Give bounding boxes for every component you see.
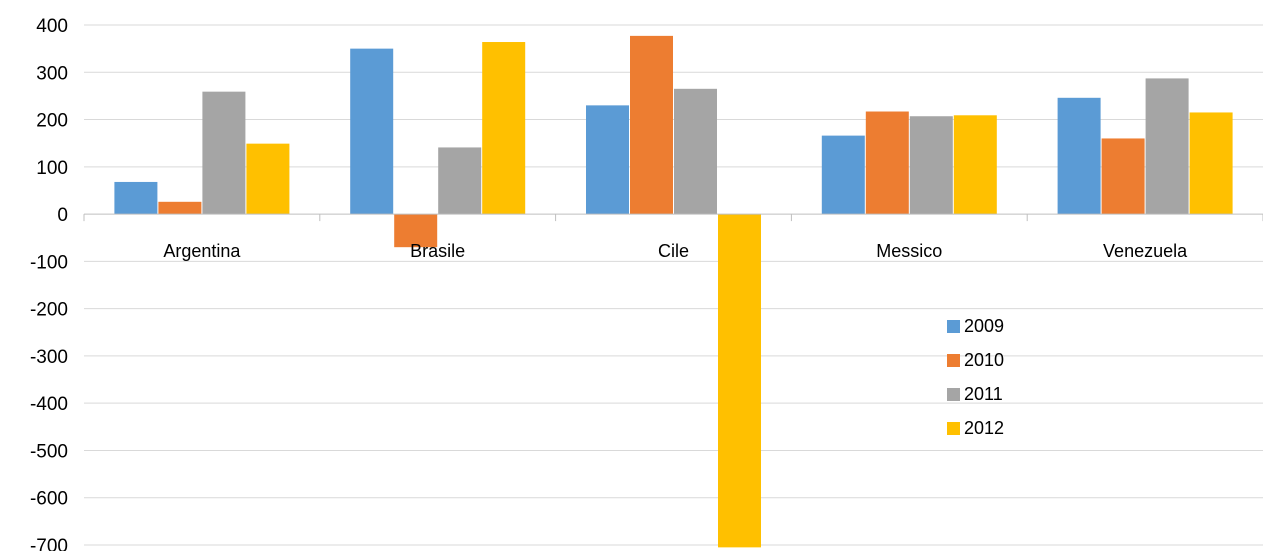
y-tick-label: 200 [36, 111, 68, 132]
y-tick-label: -100 [30, 252, 68, 273]
y-tick-label: 100 [36, 158, 68, 179]
bar-venezuela-2011 [1145, 78, 1189, 215]
bar-cile-2011 [674, 88, 717, 215]
category-label: Messico [876, 241, 942, 261]
bar-brasile-2010 [394, 214, 438, 248]
legend-swatch-2009 [947, 320, 960, 333]
category-labels: Argentina Brasile Cile Messico Venezuela [163, 241, 1188, 261]
x-axis [83, 213, 1263, 222]
bar-cile-2009 [586, 105, 629, 215]
y-tick-label: 400 [36, 16, 68, 37]
y-tick-label: -500 [30, 441, 68, 462]
bar-argentina-2011 [202, 91, 246, 215]
y-tick-label: -300 [30, 347, 68, 368]
bar-messico-2012 [953, 115, 997, 215]
bars [114, 35, 1233, 548]
y-tick-label: -200 [30, 300, 68, 321]
category-label: Argentina [163, 241, 241, 261]
bar-brasile-2012 [482, 42, 526, 215]
bar-messico-2009 [821, 135, 865, 215]
bar-cile-2010 [630, 35, 673, 215]
bar-venezuela-2009 [1057, 97, 1101, 215]
y-tick-label: 0 [57, 205, 68, 226]
bar-argentina-2012 [246, 143, 290, 215]
y-tick-label: -700 [30, 536, 68, 551]
y-tick-label: 300 [36, 63, 68, 84]
bar-cile-2012 [718, 214, 761, 548]
legend-swatch-2012 [947, 422, 960, 435]
legend-label: 2011 [964, 384, 1003, 404]
category-label: Brasile [410, 241, 465, 261]
bar-argentina-2010 [158, 201, 202, 215]
bar-brasile-2011 [438, 147, 482, 215]
bar-brasile-2009 [350, 48, 394, 215]
bar-messico-2010 [865, 111, 909, 215]
category-label: Venezuela [1103, 241, 1188, 261]
bar-argentina-2009 [114, 181, 158, 215]
legend-swatch-2010 [947, 354, 960, 367]
legend-swatch-2011 [947, 388, 960, 401]
y-axis-tick-labels: 400 300 200 100 0 -100 -200 -300 -400 -500 -600 -70… [30, 16, 68, 551]
legend-label: 2010 [964, 350, 1004, 370]
bar-messico-2011 [909, 116, 953, 215]
category-label: Cile [658, 241, 689, 261]
legend: 2009 2010 2011 2012 [947, 316, 1004, 438]
y-tick-label: -600 [30, 489, 68, 510]
bar-venezuela-2010 [1101, 138, 1145, 215]
y-tick-label: -400 [30, 394, 68, 415]
legend-label: 2012 [964, 418, 1004, 438]
legend-label: 2009 [964, 316, 1004, 336]
gridlines [84, 24, 1263, 546]
bar-venezuela-2012 [1189, 112, 1233, 215]
